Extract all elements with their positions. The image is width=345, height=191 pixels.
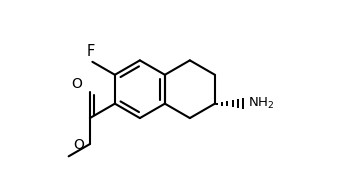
Text: O: O	[73, 138, 85, 152]
Text: O: O	[71, 77, 82, 91]
Text: F: F	[87, 44, 95, 59]
Text: NH$_2$: NH$_2$	[248, 96, 275, 111]
